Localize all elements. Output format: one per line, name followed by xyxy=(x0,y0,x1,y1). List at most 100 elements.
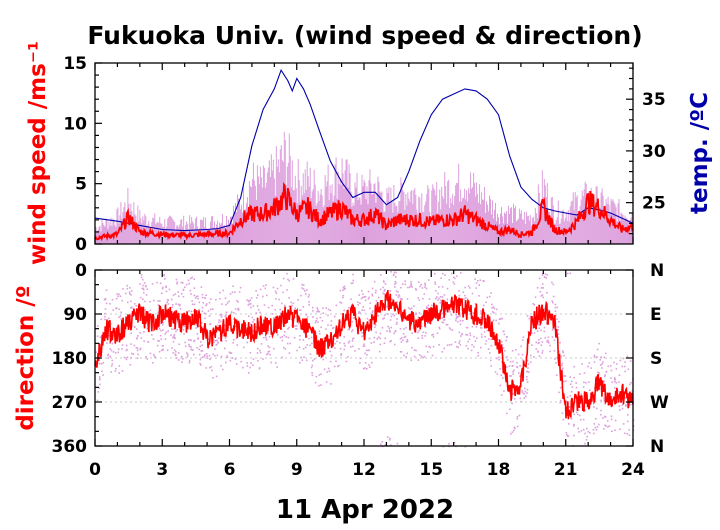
direction-scatter-point xyxy=(283,346,285,349)
direction-scatter-point xyxy=(157,326,160,329)
direction-scatter-point xyxy=(551,336,554,338)
direction-scatter-point xyxy=(339,289,342,292)
direction-scatter-point xyxy=(531,332,533,334)
direction-scatter-point xyxy=(366,354,368,356)
direction-scatter-point xyxy=(246,341,249,344)
direction-scatter-point xyxy=(116,293,118,295)
direction-scatter-point xyxy=(413,355,416,358)
direction-scatter-point xyxy=(466,334,469,336)
direction-scatter-point xyxy=(441,317,444,319)
direction-scatter-point xyxy=(235,337,238,340)
direction-scatter-point xyxy=(130,332,132,334)
direction-scatter-point xyxy=(98,378,101,381)
direction-scatter-point xyxy=(350,298,352,300)
direction-scatter-point xyxy=(252,358,255,360)
direction-scatter-point xyxy=(162,345,164,347)
direction-scatter-point xyxy=(424,335,426,337)
direction-scatter-point xyxy=(308,294,310,296)
direction-scatter-point xyxy=(417,297,419,299)
direction-scatter-point xyxy=(555,315,557,317)
direction-scatter-point xyxy=(240,360,242,363)
direction-scatter-point xyxy=(618,405,621,407)
direction-scatter-point xyxy=(100,362,103,365)
direction-scatter-point xyxy=(315,375,318,378)
direction-scatter-point xyxy=(176,282,178,285)
direction-scatter-point xyxy=(368,319,370,321)
direction-scatter-point xyxy=(226,302,229,304)
direction-scatter-point xyxy=(490,359,492,362)
direction-scatter-point xyxy=(530,361,532,363)
direction-scatter-point xyxy=(257,309,260,311)
direction-scatter-point xyxy=(130,300,132,303)
direction-scatter-point xyxy=(435,290,437,292)
direction-scatter-point xyxy=(118,316,120,318)
direction-scatter-point xyxy=(514,427,516,430)
direction-scatter-point xyxy=(302,306,305,308)
direction-scatter-point xyxy=(382,318,384,320)
direction-scatter-point xyxy=(340,302,343,304)
direction-scatter-point xyxy=(220,365,222,367)
direction-scatter-point xyxy=(441,351,444,353)
direction-scatter-point xyxy=(371,295,374,297)
direction-scatter-point xyxy=(107,353,109,356)
compass-tick-label: S xyxy=(650,349,662,369)
direction-scatter-point xyxy=(185,283,188,286)
direction-scatter-point xyxy=(552,283,555,286)
direction-scatter-point xyxy=(581,363,583,365)
direction-scatter-point xyxy=(135,305,137,307)
x-tick-label: 15 xyxy=(419,460,443,480)
direction-scatter-point xyxy=(215,344,217,346)
direction-scatter-point xyxy=(99,377,101,380)
direction-scatter-point xyxy=(541,341,544,343)
direction-scatter-point xyxy=(200,341,202,343)
direction-scatter-point xyxy=(410,324,412,326)
direction-scatter-point xyxy=(467,347,469,350)
direction-scatter-point xyxy=(226,356,229,358)
direction-scatter-point xyxy=(389,437,391,440)
direction-scatter-point xyxy=(248,303,251,305)
direction-scatter-point xyxy=(449,311,451,313)
direction-scatter-point xyxy=(397,291,399,293)
direction-scatter-point xyxy=(281,336,284,338)
direction-scatter-point xyxy=(411,346,413,349)
direction-scatter-point xyxy=(357,301,359,304)
direction-scatter-point xyxy=(589,432,591,434)
direction-scatter-point xyxy=(540,329,542,332)
direction-scatter-point xyxy=(456,275,458,277)
direction-scatter-point xyxy=(603,380,605,383)
direction-scatter-point xyxy=(516,425,519,428)
direction-scatter-point xyxy=(610,377,612,379)
direction-scatter-point xyxy=(628,434,631,436)
direction-scatter-point xyxy=(348,306,350,309)
direction-scatter-point xyxy=(334,342,336,345)
direction-scatter-point xyxy=(466,326,468,329)
direction-scatter-point xyxy=(121,299,123,302)
direction-scatter-point xyxy=(473,335,475,338)
direction-scatter-point xyxy=(506,359,509,361)
direction-scatter-point xyxy=(288,305,291,307)
direction-scatter-point xyxy=(508,391,511,394)
direction-scatter-point xyxy=(559,386,562,389)
direction-scatter-point xyxy=(258,321,260,324)
direction-scatter-point xyxy=(132,353,135,355)
direction-scatter-point xyxy=(538,355,541,357)
direction-scatter-point xyxy=(439,296,442,298)
direction-scatter-point xyxy=(118,308,121,311)
x-axis-label: 11 Apr 2022 xyxy=(276,495,454,525)
direction-scatter-point xyxy=(373,341,375,343)
direction-scatter-point xyxy=(546,274,549,276)
direction-scatter-point xyxy=(104,312,106,315)
direction-scatter-point xyxy=(351,282,354,284)
direction-scatter-point xyxy=(614,419,617,422)
direction-scatter-point xyxy=(437,299,439,301)
direction-scatter-point xyxy=(406,298,409,300)
direction-scatter-point xyxy=(217,324,219,327)
direction-scatter-point xyxy=(509,360,512,363)
direction-scatter-point xyxy=(279,336,282,339)
direction-scatter-point xyxy=(188,359,191,362)
direction-scatter-point xyxy=(614,429,616,431)
direction-scatter-point xyxy=(570,418,573,420)
direction-scatter-point xyxy=(587,430,590,433)
direction-scatter-point xyxy=(427,279,430,281)
direction-scatter-point xyxy=(428,345,430,348)
